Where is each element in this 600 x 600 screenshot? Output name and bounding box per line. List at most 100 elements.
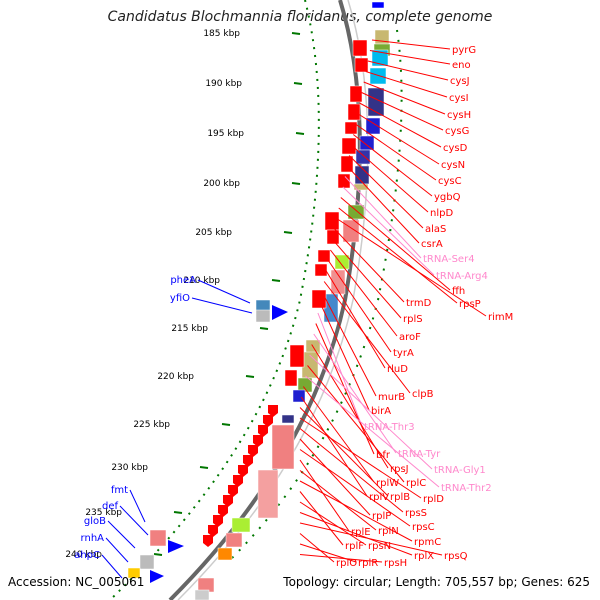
gene-label-cysn: cysN <box>441 160 465 171</box>
label-leader-line <box>357 113 440 165</box>
gene-label-ahpc: ahpC <box>74 550 100 561</box>
gene-arrow <box>238 465 248 477</box>
gene-label-rpsn: rpsN <box>368 541 391 552</box>
gene-label-rplb: rplB <box>390 492 410 503</box>
gene-feature <box>371 49 389 67</box>
left-gene-labels: pheA yfiO fmt def gloB rnhA ahpC <box>74 275 196 561</box>
label-leader-line <box>105 537 129 563</box>
gene-label-trna-gly1: tRNA-Gly1 <box>434 465 486 476</box>
gene-label-cysi: cysI <box>449 93 469 104</box>
gene-label-rpln: rplN <box>378 526 399 537</box>
gene-feature <box>371 1 385 9</box>
label-leader-line <box>317 312 363 427</box>
label-leader-line <box>101 554 123 579</box>
kbp-tick <box>291 182 301 185</box>
gene-label-yfio: yfiO <box>170 293 190 304</box>
gene-label-clpb: clpB <box>412 389 434 400</box>
gene-label-cysj: cysJ <box>450 76 470 87</box>
gene-feature <box>369 67 387 85</box>
label-leader-line <box>338 207 458 304</box>
label-leader-line <box>299 428 404 513</box>
label-leader-line <box>191 297 253 314</box>
gene-feature <box>341 137 357 155</box>
label-leader-line <box>299 522 443 556</box>
gene-feature <box>257 469 279 519</box>
gene-feature <box>225 532 243 548</box>
label-leader-line <box>352 134 433 197</box>
gene-feature <box>194 589 210 600</box>
gene-label-fmt: fmt <box>111 485 128 496</box>
gene-arrow <box>213 515 223 527</box>
gene-label-rplr: rplR <box>358 558 378 569</box>
label-leader-line <box>299 459 350 532</box>
gene-label-cysg: cysG <box>445 126 469 137</box>
right-gene-labels: pyrG eno cysJ cysI cysH cysG cysD cysN cysC ygbQ n… <box>336 45 513 569</box>
label-leader-line <box>371 39 451 50</box>
gene-label-bira: birA <box>371 406 391 417</box>
gene-arrow <box>208 525 218 537</box>
label-leader-line <box>355 123 437 181</box>
kbp-tick <box>221 423 231 426</box>
label-leader-line <box>299 407 389 497</box>
gene-arrow <box>243 455 253 467</box>
kbp-label: 230 kbp <box>111 463 148 473</box>
gene-arrow <box>268 405 278 417</box>
label-leader-line <box>299 449 411 527</box>
label-leader-line <box>302 386 375 483</box>
gene-arrow <box>150 570 164 583</box>
gene-feature <box>255 309 271 323</box>
gene-label-rplv: rplV <box>369 492 389 503</box>
kbp-label: 200 kbp <box>203 179 240 189</box>
kbp-label: 240 kbp <box>65 550 102 560</box>
gene-feature <box>355 149 371 165</box>
gene-label-phea: pheA <box>170 275 196 286</box>
label-leader-line <box>367 60 449 81</box>
gene-label-rpls: rplS <box>403 314 423 325</box>
gene-label-rplw: rplW <box>376 478 399 489</box>
gene-label-alas: alaS <box>425 224 446 235</box>
gene-feature <box>314 263 328 277</box>
gene-label-rpsc: rpsC <box>412 522 435 533</box>
gene-feature <box>231 517 251 533</box>
gene-label-rlud: rluD <box>387 364 408 375</box>
gene-label-rpld: rplD <box>423 494 444 505</box>
gene-arrow <box>203 535 213 547</box>
gene-feature <box>334 254 350 270</box>
kbp-label: 220 kbp <box>157 372 194 382</box>
gene-feature <box>284 369 298 387</box>
gene-label-cysh: cysH <box>447 110 471 121</box>
kbp-label: 190 kbp <box>205 79 242 89</box>
label-leader-line <box>299 438 371 516</box>
label-leader-line <box>369 50 451 65</box>
gene-label-rplx: rplX <box>414 551 434 562</box>
label-leader-line <box>313 333 397 454</box>
gene-feature <box>292 389 306 403</box>
tick-ring <box>109 0 320 600</box>
label-leader-line <box>332 239 402 319</box>
kbp-tick <box>293 82 303 85</box>
gene-label-def: def <box>102 501 119 512</box>
gene-label-eno: eno <box>452 60 471 71</box>
gene-arrow <box>168 540 184 553</box>
label-leader-line <box>119 505 149 536</box>
kbp-labels: 185 kbp 190 kbp 195 kbp 200 kbp 205 kbp 210 k… <box>65 29 244 560</box>
gene-label-rimm: rimM <box>488 312 513 323</box>
gene-label-ffh: ffh <box>452 286 465 297</box>
label-leader-line <box>334 228 405 303</box>
backbone <box>168 0 369 600</box>
gene-arrow <box>223 495 233 507</box>
gene-feature <box>347 103 361 121</box>
gene-label-trna-ser4: tRNA-Ser4 <box>423 254 475 265</box>
gene-label-rplo: rplO <box>336 558 357 569</box>
gene-label-rnha: rnhA <box>81 533 105 544</box>
kbp-label: 215 kbp <box>171 324 208 334</box>
gene-features <box>127 1 391 600</box>
label-leader-line <box>299 554 383 563</box>
label-leader-line <box>107 520 136 549</box>
gene-label-rplc: rplC <box>406 478 426 489</box>
gene-label-arof: aroF <box>399 332 421 343</box>
label-leader-line <box>321 291 377 397</box>
label-leader-line <box>309 354 433 470</box>
kbp-tick <box>173 511 183 514</box>
gene-feature <box>365 117 381 135</box>
